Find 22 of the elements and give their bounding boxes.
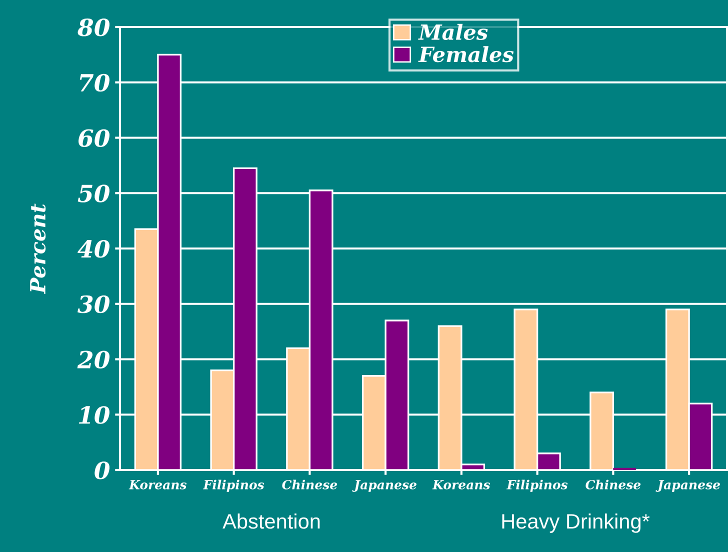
x-tick-label: Filipinos (506, 480, 568, 492)
y-tick-label: 10 (78, 406, 110, 424)
x-tick-label: Japanese (656, 480, 720, 492)
y-tick-label: 40 (78, 240, 110, 258)
y-tick-label: 50 (78, 184, 110, 202)
y-tick-label: 30 (78, 295, 110, 314)
text: Abstention (222, 513, 320, 529)
x-tick-label: Koreans (128, 480, 187, 490)
legend-label: Males (418, 24, 488, 40)
x-tick-label: Chinese (282, 480, 338, 490)
y-tick-label: 70 (80, 74, 110, 92)
y-axis-title: Percent (30, 204, 46, 294)
legend-label: Females (418, 46, 514, 62)
y-tick-label: 0 (94, 461, 110, 480)
x-tick-label: Japanese (352, 480, 416, 492)
y-tick-label: 20 (77, 350, 110, 369)
x-tick-label: Chinese (586, 480, 641, 490)
x-tick-label: Filipinos (202, 480, 264, 492)
x-tick-label: Koreans (432, 480, 490, 490)
y-tick-label: 60 (78, 129, 110, 148)
text: Heavy Drinking* (502, 513, 650, 533)
y-tick-label: 80 (78, 18, 110, 36)
